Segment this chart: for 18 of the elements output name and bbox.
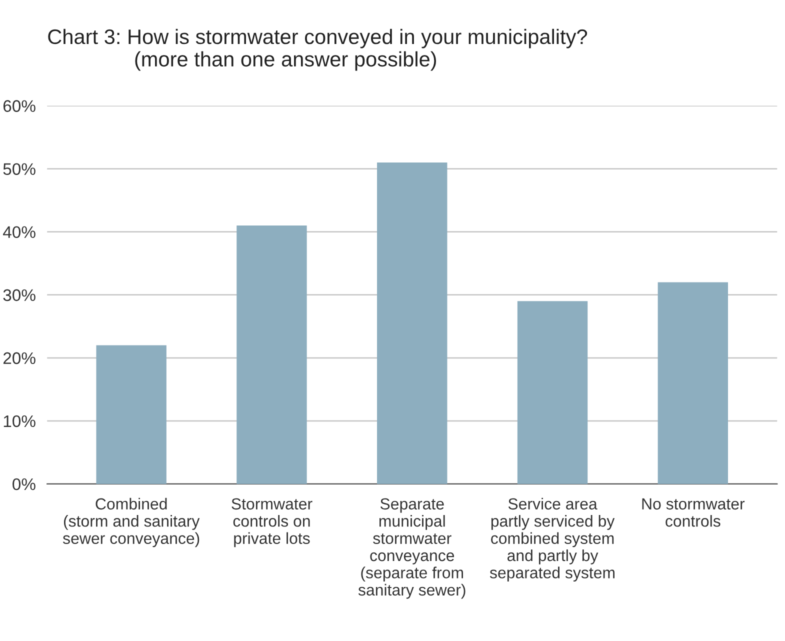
bar [517, 301, 588, 484]
y-tick-label: 40% [3, 226, 36, 238]
bar [377, 162, 448, 484]
bar [658, 282, 728, 484]
y-tick-label: 10% [4, 415, 36, 428]
y-tick-label: 0% [12, 478, 36, 490]
y-tick-label: 60% [3, 100, 36, 112]
x-tick-label: Combined (storm and sanitary sewer conveyance) [62, 498, 200, 548]
x-tick-label: No stormwater controls [642, 498, 745, 527]
bar [236, 226, 307, 484]
chart-title: Chart 3: How is stormwater conveyed in your municipality? (more than one answer possible) [48, 28, 588, 71]
bar [96, 345, 166, 484]
x-tick-label: Service area partly serviced by combined system and partly by separated system [490, 498, 615, 582]
x-tick-label: Separate municipal stormwater conveyance (separate from sanitary sewer) [358, 498, 466, 599]
y-tick-label: 50% [3, 163, 36, 175]
y-tick-label: 30% [3, 289, 36, 302]
x-tick-label: Stormwater controls on private lots [232, 498, 312, 548]
y-tick-label: 20% [3, 352, 36, 364]
